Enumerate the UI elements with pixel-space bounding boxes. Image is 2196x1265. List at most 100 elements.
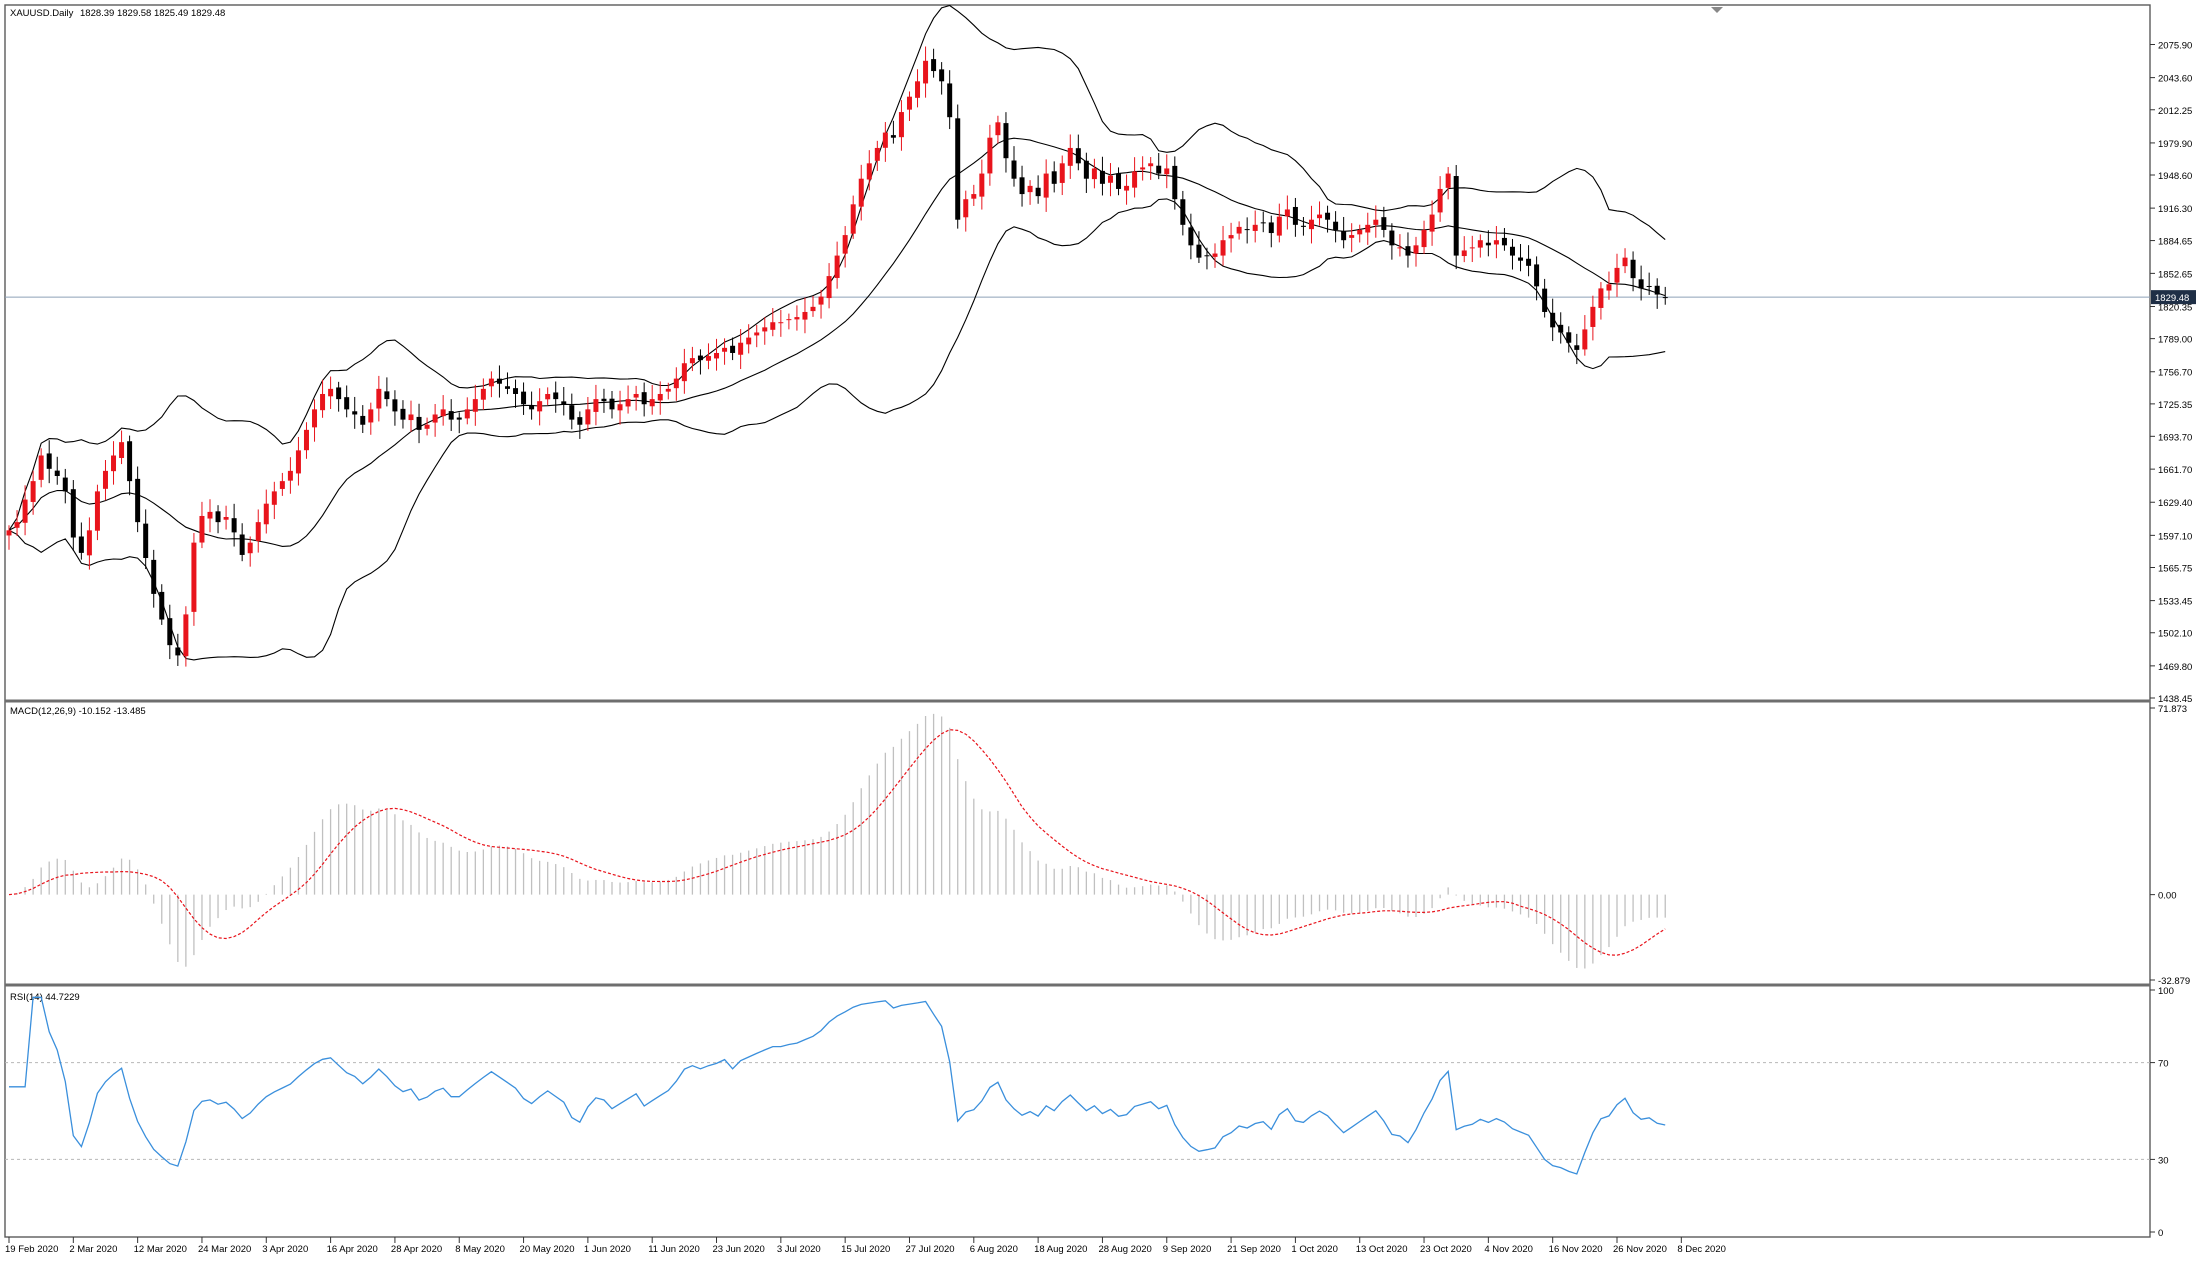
candle-body	[30, 481, 36, 502]
candle	[569, 393, 575, 430]
candle	[1083, 152, 1089, 193]
candle-body	[54, 470, 60, 476]
candle	[416, 403, 422, 444]
candle	[561, 387, 567, 416]
rsi-tick-label: 100	[2158, 986, 2174, 997]
candle	[898, 100, 904, 151]
candle-body	[464, 409, 470, 419]
candle	[215, 505, 221, 534]
candle-body	[649, 399, 655, 407]
candle	[1236, 221, 1242, 240]
candle	[1646, 272, 1652, 295]
candle-body	[705, 356, 711, 361]
candle-body	[1067, 147, 1073, 166]
candle-body	[1662, 297, 1668, 299]
candle-body	[1421, 229, 1427, 248]
candle-body	[641, 392, 647, 405]
bollinger-bands	[8, 4, 1666, 661]
candle	[705, 343, 711, 370]
candle-body	[1638, 279, 1644, 289]
candle	[1485, 230, 1491, 257]
candle-body	[1228, 235, 1234, 239]
candle	[1526, 245, 1532, 277]
candle	[1268, 215, 1274, 248]
candle	[70, 480, 76, 551]
candle-body	[818, 296, 824, 305]
candle	[1638, 265, 1644, 301]
candle-body	[689, 358, 695, 364]
candle	[6, 525, 12, 550]
candle-body	[1140, 167, 1146, 170]
candle-body	[102, 470, 108, 489]
candle-body	[1357, 229, 1363, 235]
candle	[714, 338, 720, 371]
price-tick-label: 1789.00	[2158, 335, 2192, 346]
candle	[488, 371, 494, 398]
candle-body	[1051, 171, 1057, 184]
price-tick-label: 1597.10	[2158, 531, 2192, 542]
candle-body	[1107, 175, 1113, 183]
candle-body	[86, 530, 92, 556]
price-tick-label: 2012.25	[2158, 106, 2192, 117]
price-tick-label: 1469.80	[2158, 662, 2192, 673]
candle	[54, 456, 60, 485]
candle	[1059, 155, 1065, 196]
candle	[697, 349, 703, 375]
candle-body	[553, 392, 559, 400]
candle-body	[1598, 288, 1604, 308]
candle-body	[336, 387, 342, 400]
candle	[1365, 212, 1371, 245]
candle-body	[416, 416, 422, 430]
date-tick-label: 9 Sep 2020	[1163, 1244, 1212, 1255]
candle	[537, 388, 543, 426]
candle	[368, 402, 374, 435]
candle	[577, 411, 583, 439]
price-tick-label: 1661.70	[2158, 465, 2192, 476]
rsi-path	[9, 996, 1666, 1175]
current-price-label: 1829.48	[2155, 293, 2189, 304]
candle	[456, 412, 462, 434]
candle	[255, 509, 261, 553]
candle-body	[1003, 123, 1009, 159]
candle	[344, 385, 350, 418]
candle	[1228, 222, 1234, 253]
candle-body	[1461, 250, 1467, 257]
candle	[641, 382, 647, 417]
candle	[1397, 234, 1403, 257]
candle	[279, 472, 285, 496]
chart-shift-marker-icon[interactable]	[1711, 7, 1723, 13]
candle	[1437, 176, 1443, 222]
date-tick-label: 28 Aug 2020	[1098, 1244, 1151, 1255]
candle-body	[1083, 160, 1089, 179]
candle-body	[987, 137, 993, 174]
candle	[955, 104, 961, 229]
date-tick-label: 15 Jul 2020	[841, 1244, 890, 1255]
candle	[1614, 253, 1620, 297]
candle	[392, 390, 398, 426]
candle-body	[1156, 165, 1162, 174]
candle	[987, 124, 993, 186]
candle-body	[1292, 206, 1298, 225]
macd-signal-line	[8, 729, 1666, 956]
candle-body	[577, 417, 583, 425]
price-tick-label: 1502.10	[2158, 629, 2192, 640]
candle	[320, 379, 326, 418]
candle	[408, 400, 414, 432]
candle-body	[931, 59, 937, 72]
candle	[529, 391, 535, 420]
candle	[1469, 235, 1475, 263]
candle	[1156, 152, 1162, 180]
candle	[794, 305, 800, 331]
candle-body	[1236, 226, 1242, 234]
candle	[802, 297, 808, 334]
candle	[1429, 200, 1435, 246]
candle	[239, 523, 245, 562]
candle-body	[923, 60, 929, 84]
candle-body	[376, 388, 382, 409]
candle	[1172, 156, 1178, 210]
candle	[1598, 282, 1604, 320]
candle	[175, 633, 181, 666]
candle-body	[384, 391, 390, 400]
